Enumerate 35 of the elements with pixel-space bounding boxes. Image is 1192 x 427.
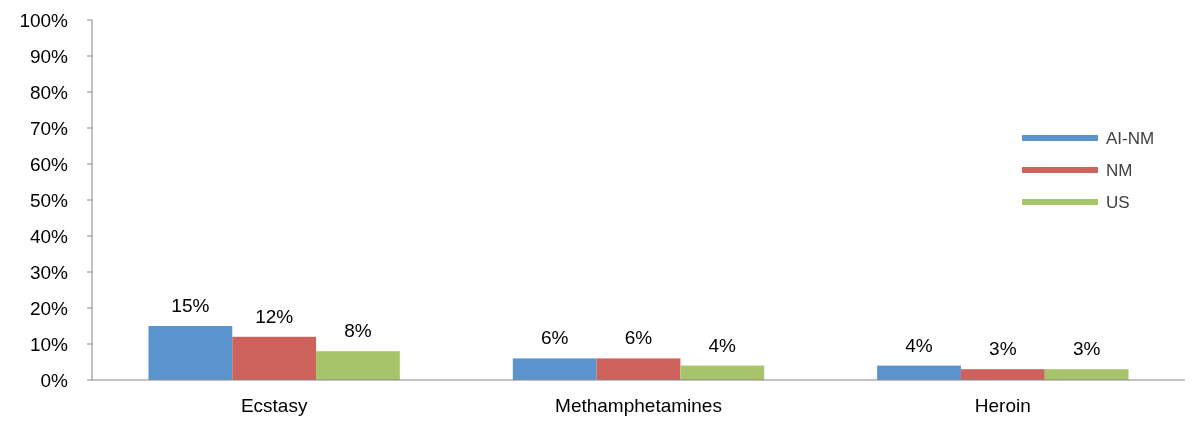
- text: 15%: [171, 295, 210, 316]
- bar: [596, 358, 681, 380]
- bar: [512, 358, 597, 380]
- x-tick-label: Ecstasy: [240, 395, 308, 416]
- bar: [680, 365, 765, 380]
- legend-label: AI-NM: [1106, 128, 1155, 148]
- bar: [316, 351, 400, 380]
- text: 4%: [905, 334, 933, 356]
- y-tick-label: 80%: [29, 81, 69, 103]
- bar: [960, 369, 1045, 380]
- y-tick-label: 0%: [40, 369, 69, 391]
- legend-label: NM: [1106, 160, 1133, 180]
- text: 3%: [989, 338, 1017, 360]
- x-tick-label: Heroin: [974, 395, 1031, 416]
- text: 3%: [1072, 338, 1101, 360]
- x-tick-label: Methamphetamines: [555, 395, 722, 416]
- bar: [232, 336, 317, 380]
- text: 6%: [624, 327, 653, 349]
- bar: [1044, 369, 1129, 380]
- y-tick-label: 30%: [29, 261, 69, 283]
- bar: [877, 365, 961, 380]
- y-tick-label: 20%: [29, 297, 69, 319]
- bar: [148, 326, 233, 380]
- y-tick-label: 60%: [29, 153, 69, 175]
- y-tick-label: 100%: [19, 9, 69, 31]
- text: 8%: [344, 320, 372, 342]
- legend-label: US: [1106, 192, 1130, 212]
- y-tick-label: 10%: [29, 333, 69, 355]
- y-tick-label: 90%: [29, 45, 69, 67]
- text: 6%: [540, 327, 569, 349]
- text: 12%: [255, 305, 294, 327]
- text: 4%: [708, 334, 737, 356]
- y-tick-label: 50%: [29, 189, 69, 211]
- y-tick-label: 40%: [29, 225, 69, 247]
- y-tick-label: 70%: [29, 117, 69, 139]
